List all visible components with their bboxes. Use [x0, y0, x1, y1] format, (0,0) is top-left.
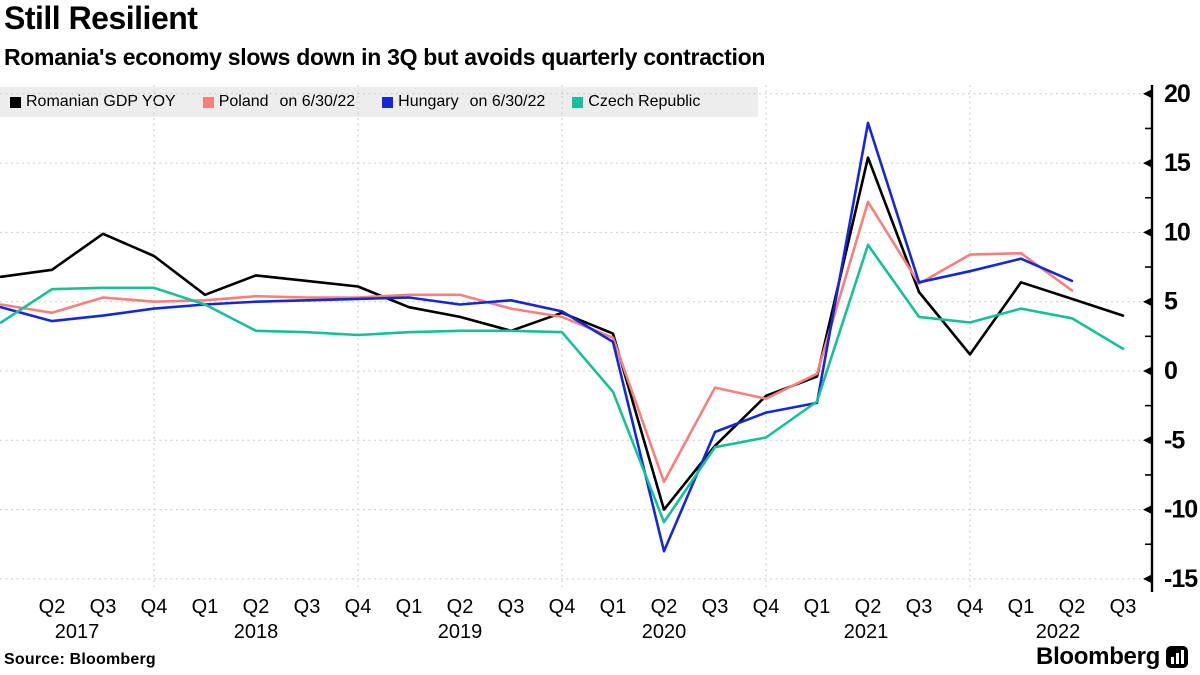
x-axis-quarter-label: Q4: [957, 596, 984, 618]
x-axis-quarter-label: Q2: [651, 596, 678, 618]
x-axis-quarter-label: Q3: [702, 596, 729, 618]
x-axis-quarter-label: Q3: [90, 596, 117, 618]
bloomberg-logo: Bloomberg: [1036, 643, 1188, 671]
legend-item: Czech Republic: [572, 93, 700, 111]
legend-item: Poland on 6/30/22: [202, 93, 356, 111]
y-axis-tick-label: -5: [1164, 426, 1185, 454]
y-axis-tick-label: 20: [1164, 80, 1190, 108]
x-axis-quarter-label: Q1: [600, 596, 627, 618]
y-axis-major-tick: [1143, 89, 1152, 99]
y-axis-major-tick: [1143, 158, 1152, 168]
x-axis-quarter-label: Q1: [804, 596, 831, 618]
x-axis-year-label: 2021: [844, 621, 889, 643]
y-axis-major-tick: [1143, 297, 1152, 307]
legend-series-name: Poland: [218, 93, 269, 110]
x-axis-quarter-label: Q3: [294, 596, 321, 618]
x-axis-quarter-label: Q3: [498, 596, 525, 618]
y-axis-tick-label: 5: [1164, 288, 1178, 316]
legend-item: Romanian GDP YOY: [10, 93, 176, 111]
x-axis-quarter-label: Q3: [1110, 596, 1137, 618]
x-axis-year-label: 2018: [234, 621, 279, 643]
y-axis-major-tick: [1143, 227, 1152, 237]
y-axis-tick-label: -10: [1164, 496, 1197, 524]
y-axis-tick-label: 10: [1164, 218, 1190, 246]
y-axis-major-tick: [1143, 574, 1152, 584]
legend-swatch: [202, 96, 214, 108]
x-axis-year-label: 2019: [438, 621, 483, 643]
legend-series-name: Hungary: [398, 93, 459, 110]
x-axis-quarter-label: Q2: [243, 596, 270, 618]
x-axis-quarter-label: Q3: [906, 596, 933, 618]
x-axis-quarter-label: Q2: [39, 596, 66, 618]
x-axis-quarter-label: Q4: [141, 596, 168, 618]
legend-series-name: Romanian GDP YOY: [26, 93, 176, 110]
series-line-poland: [0, 200, 1074, 484]
source-label: Source: Bloomberg: [4, 651, 156, 668]
x-axis-quarter-label: Q2: [1059, 596, 1086, 618]
x-axis-quarter-label: Q4: [345, 596, 372, 618]
legend-series-name: Czech Republic: [588, 93, 701, 110]
y-axis-tick-label: -15: [1164, 565, 1198, 593]
x-axis-quarter-label: Q1: [192, 596, 219, 618]
x-axis-year-label: 2022: [1036, 621, 1081, 643]
bar-chart-icon: [1166, 646, 1188, 668]
series-line-hungary: [0, 121, 1074, 553]
x-axis-year-label: 2020: [642, 621, 687, 643]
y-axis-tick-label: 0: [1164, 357, 1177, 385]
x-axis-quarter-label: Q1: [396, 596, 423, 618]
y-axis-tick-label: 15: [1164, 149, 1191, 177]
x-axis-quarter-label: Q1: [1008, 596, 1035, 618]
legend-swatch: [10, 96, 21, 108]
legend-series-note: on 6/30/22: [279, 93, 356, 110]
x-axis-quarter-label: Q4: [549, 596, 576, 618]
legend-item: Hungary on 6/30/22: [382, 93, 545, 111]
series-line-czech-republic: [0, 243, 1125, 524]
x-axis-quarter-label: Q2: [855, 596, 882, 618]
x-axis-year-label: 2017: [55, 621, 100, 643]
y-axis-major-tick: [1143, 366, 1152, 376]
bloomberg-wordmark: Bloomberg: [1036, 643, 1160, 670]
page-subtitle: Romania's economy slows down in 3Q but a…: [4, 44, 766, 70]
legend-series-note: on 6/30/22: [469, 93, 546, 110]
y-axis-major-tick: [1143, 505, 1152, 515]
x-axis-quarter-label: Q4: [753, 596, 780, 618]
y-axis-major-tick: [1143, 435, 1152, 445]
legend: Romanian GDP YOY Poland on 6/30/22 Hungary o…: [0, 87, 758, 117]
legend-swatch: [382, 96, 394, 108]
page-title: Still Resilient: [4, 0, 198, 36]
legend-swatch: [572, 96, 584, 108]
x-axis-quarter-label: Q2: [447, 596, 474, 618]
